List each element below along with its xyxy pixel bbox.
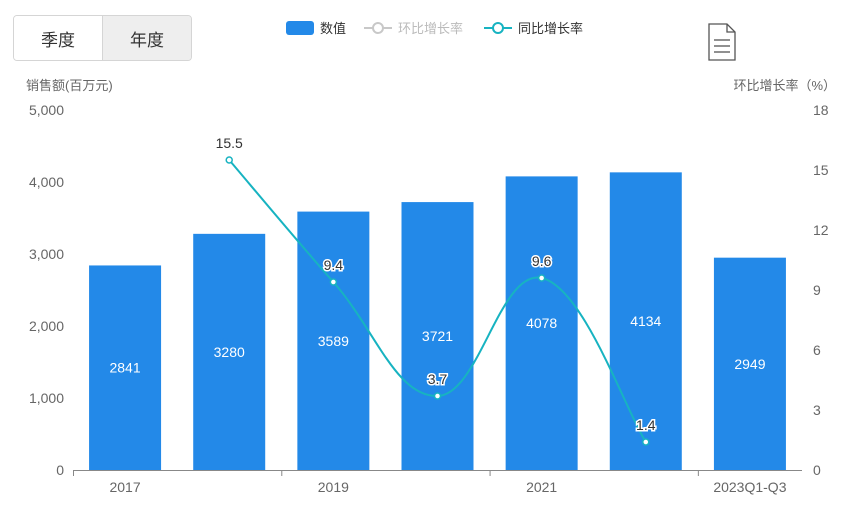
period-tabs: 季度 年度 <box>13 15 192 61</box>
x-axis: 2017 2019 2021 2023Q1-Q3 <box>73 470 802 495</box>
legend-label: 环比增长率 <box>398 21 463 36</box>
y2-tick-label: 9 <box>813 282 821 298</box>
x-tick-label: 2021 <box>526 479 557 495</box>
legend-item[interactable]: 环比增长率 <box>364 21 463 36</box>
line-point <box>537 274 546 282</box>
tab-year[interactable]: 年度 <box>102 16 191 60</box>
bar <box>713 257 786 470</box>
y-tick-label: 2,000 <box>29 318 64 334</box>
legend-swatch <box>286 21 314 35</box>
bar-value-label: 2949 <box>734 356 765 372</box>
x-tick-label: 2019 <box>318 479 349 495</box>
bar-value-label: 2841 <box>109 360 140 376</box>
y2-axis-title: 环比增长率（%） <box>733 78 836 93</box>
bar <box>609 172 682 471</box>
bar-value-label: 4134 <box>630 313 661 329</box>
bar <box>505 176 578 470</box>
bar-value-label: 3280 <box>214 344 245 360</box>
legend-swatch-marker <box>372 22 384 34</box>
x-tick-label: 2017 <box>109 479 140 495</box>
y-tick-label: 0 <box>56 462 64 478</box>
legend-swatch-marker <box>492 22 504 34</box>
bar <box>89 265 162 470</box>
bar-value-label: 3589 <box>318 333 349 349</box>
line-series: 15.5 9.4 3.7 9.6 1.4 <box>216 135 657 446</box>
y-tick-label: 5,000 <box>29 102 64 118</box>
y2-tick-label: 6 <box>813 342 821 358</box>
bar <box>193 233 266 470</box>
y-axis: 0 1,000 2,000 3,000 4,000 5,000 <box>29 102 64 478</box>
line-point <box>433 392 442 400</box>
document-icon[interactable] <box>707 23 737 61</box>
line-point <box>642 438 650 446</box>
line-value-label: 15.5 <box>216 135 243 151</box>
legend-item[interactable]: 数值 <box>286 21 346 36</box>
tab-quarter[interactable]: 季度 <box>14 16 102 60</box>
y-tick-label: 4,000 <box>29 174 64 190</box>
chart-legend[interactable]: 数值 环比增长率 同比增长率 <box>286 21 583 36</box>
y2-tick-label: 12 <box>813 222 829 238</box>
legend-item[interactable]: 同比增长率 <box>484 21 583 36</box>
legend-label: 数值 <box>320 21 346 36</box>
line-point <box>225 156 233 164</box>
legend-label: 同比增长率 <box>518 21 583 36</box>
x-tick-label: 2023Q1-Q3 <box>713 479 786 495</box>
y-tick-label: 1,000 <box>29 390 64 406</box>
y2-tick-label: 0 <box>813 462 821 478</box>
line-point <box>329 278 338 286</box>
y-axis-title: 销售额(百万元) <box>26 78 113 93</box>
y2-tick-label: 3 <box>813 402 821 418</box>
bar-value-label: 3721 <box>422 328 453 344</box>
line-value-label: 3.7 <box>428 371 448 387</box>
line-value-label: 9.6 <box>532 253 552 269</box>
bar-value-label: 4078 <box>526 315 557 331</box>
y-tick-label: 3,000 <box>29 246 64 262</box>
yoy-line <box>228 159 647 443</box>
bar-series: 2841 3280 3589 3721 4078 4134 2949 <box>89 172 786 471</box>
y2-axis: 0 3 6 9 12 15 18 <box>813 102 829 478</box>
y2-tick-label: 18 <box>813 102 829 118</box>
line-value-label: 9.4 <box>324 257 344 273</box>
bar <box>401 202 474 470</box>
y2-tick-label: 15 <box>813 162 829 178</box>
line-value-label: 1.4 <box>636 417 656 433</box>
